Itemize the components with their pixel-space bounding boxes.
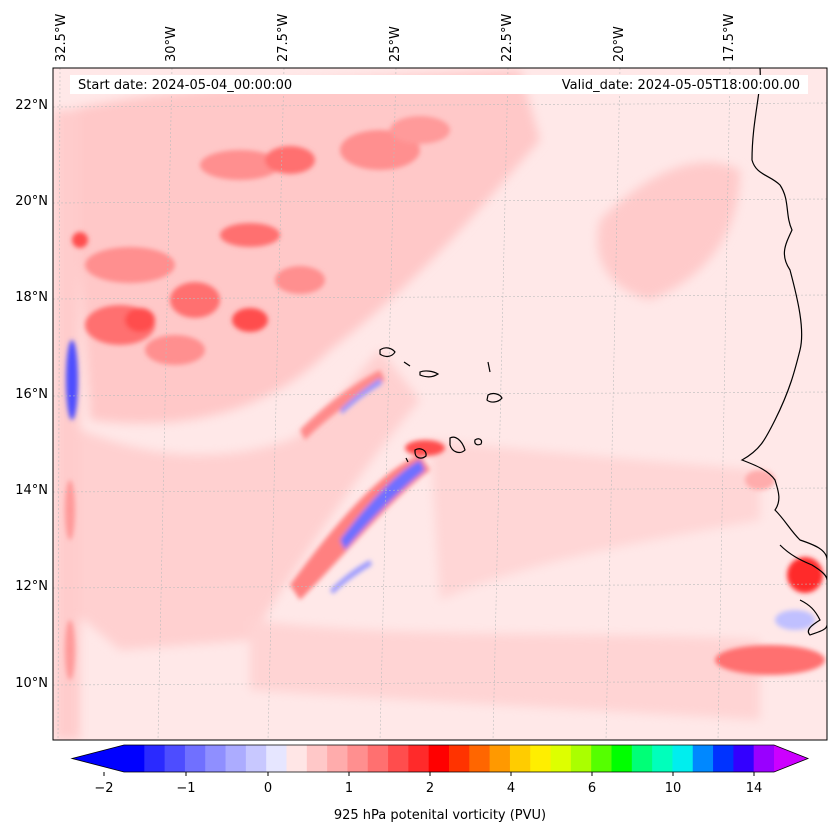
colorbar-swatch [652,745,673,772]
colorbar-swatch [692,745,714,772]
map-frame [52,67,828,741]
pv-band-southeast [65,340,825,680]
lat-label-10n: 10°N [15,676,48,691]
valid-date-label: Valid_date: 2024-05-05T18:00:00.00 [561,78,800,93]
colorbar-swatch [469,745,491,772]
map-area[interactable] [53,68,827,740]
colorbar-tick-label: 0 [263,781,273,796]
colorbar-tick-label: −2 [94,781,114,796]
colorbar-swatch [347,745,369,772]
lon-label-27-5w: 27.5°W [276,13,291,62]
colorbar-swatch [489,745,511,772]
colorbar-outline [70,744,810,773]
lon-label-17-5w: 17.5°W [722,13,737,62]
start-date-label: Start date: 2024-05-04_00:00:00 [78,78,293,93]
colorbar-swatch [367,745,389,772]
lat-label-14n: 14°N [15,483,48,498]
colorbar-tick-label: 14 [745,781,763,796]
colorbar-swatch [388,745,409,772]
colorbar-swatch [550,745,572,772]
colorbar-swatch [733,745,755,772]
colorbar-swatch [184,745,206,772]
lon-label-32-5w: 32.5°W [54,13,69,62]
colorbar-swatch [672,745,694,772]
colorbar-low-extend [72,745,124,772]
colorbar [70,744,810,776]
colorbar-swatch [205,745,227,772]
colorbar-swatch [245,745,267,772]
colorbar-swatch [408,745,430,772]
colorbar-label: 925 hPa potenital vorticity (PVU) [333,808,547,823]
colorbar-swatch [530,745,552,772]
colorbar-swatch [611,745,633,772]
lat-label-20n: 20°N [15,194,48,209]
lat-label-18n: 18°N [15,290,48,305]
colorbar-swatch [449,745,470,772]
colorbar-swatch [591,745,612,772]
colorbar-tick-label: 1 [344,781,354,796]
pv-field-strong [72,116,450,365]
colorbar-swatch [327,745,348,772]
colorbar-swatch [713,745,734,772]
lat-label-12n: 12°N [15,579,48,594]
colorbar-tick-label: 2 [425,781,435,796]
lon-label-22-5w: 22.5°W [500,13,515,62]
colorbar-swatch [428,745,450,772]
colorbar-swatch [631,745,653,772]
pv-field-light [55,70,760,740]
lon-label-20w: 20°W [612,26,627,62]
colorbar-swatch [144,745,166,772]
colorbar-tick-label: 4 [506,781,516,796]
coastline [379,68,827,636]
lon-label-25w: 25°W [388,26,403,62]
colorbar-tick-label: 6 [587,781,597,796]
colorbar-tick-label: −1 [176,781,196,796]
colorbar-swatch [124,745,145,772]
colorbar-tick-label: 10 [664,781,682,796]
colorbar-swatch [225,745,247,772]
header-band [70,75,808,94]
colorbar-high-extend [774,745,808,772]
colorbar-swatch [266,745,287,772]
colorbar-swatch [570,745,592,772]
lat-label-22n: 22°N [15,98,48,113]
lon-label-30w: 30°W [164,26,179,62]
colorbar-swatch [509,745,531,772]
colorbar-swatch [306,745,328,772]
colorbar-swatch [286,745,308,772]
colorbar-swatch [753,745,775,772]
gridlines [53,68,827,740]
colorbar-swatch [164,745,186,772]
lat-label-16n: 16°N [15,387,48,402]
